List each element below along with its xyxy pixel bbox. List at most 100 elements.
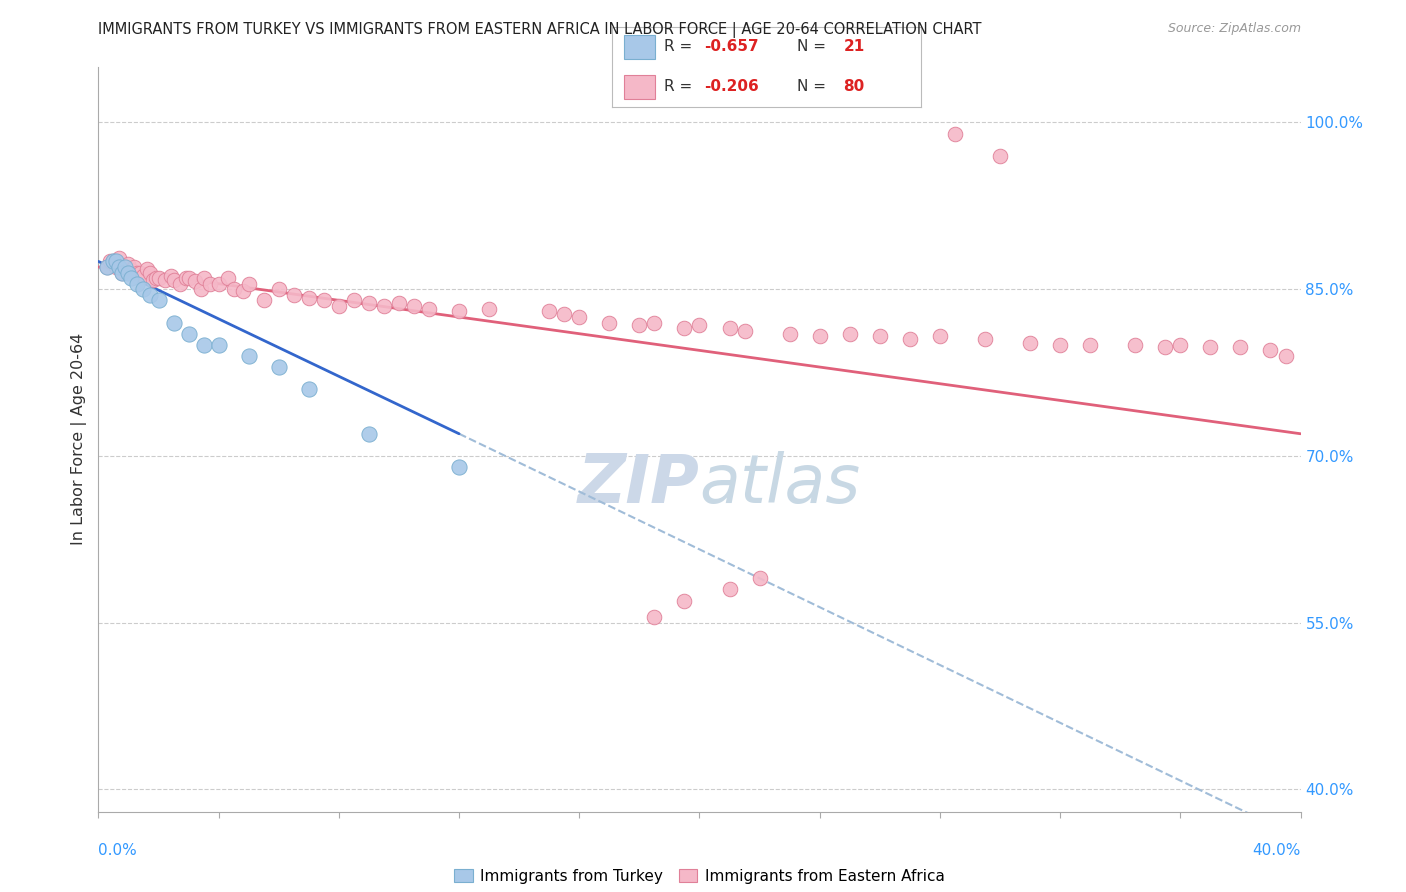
Point: [217, 271, 239, 285]
Point: [124, 260, 146, 274]
Point: [974, 332, 997, 346]
Point: [100, 254, 122, 268]
Point: [193, 271, 215, 285]
FancyBboxPatch shape: [624, 35, 655, 59]
Point: [153, 273, 176, 287]
Point: [1019, 335, 1042, 350]
Point: [1229, 340, 1251, 354]
Point: [1274, 349, 1296, 363]
Text: IMMIGRANTS FROM TURKEY VS IMMIGRANTS FROM EASTERN AFRICA IN LABOR FORCE | AGE 20: IMMIGRANTS FROM TURKEY VS IMMIGRANTS FRO…: [98, 22, 981, 38]
Point: [145, 271, 167, 285]
Point: [673, 593, 696, 607]
Text: R =: R =: [664, 78, 697, 94]
Point: [103, 254, 125, 268]
Point: [1123, 338, 1146, 352]
Point: [779, 326, 801, 341]
Point: [478, 302, 501, 317]
Point: [388, 295, 411, 310]
Text: -0.657: -0.657: [704, 39, 759, 54]
Point: [869, 329, 891, 343]
Point: [193, 338, 215, 352]
Text: atlas: atlas: [700, 451, 860, 517]
Point: [129, 266, 152, 280]
Point: [132, 282, 155, 296]
Point: [357, 426, 380, 441]
Point: [598, 316, 620, 330]
Point: [232, 285, 254, 299]
Point: [138, 266, 160, 280]
Point: [162, 316, 184, 330]
Point: [1049, 338, 1071, 352]
Point: [673, 321, 696, 335]
Point: [132, 268, 155, 283]
Point: [96, 260, 118, 274]
Point: [298, 382, 321, 396]
Point: [114, 260, 136, 274]
Point: [253, 293, 276, 308]
Point: [718, 582, 741, 597]
Point: [689, 318, 711, 332]
Point: [1154, 340, 1177, 354]
Point: [183, 275, 205, 289]
Point: [628, 318, 651, 332]
Point: [1170, 338, 1192, 352]
Point: [328, 299, 350, 313]
Point: [568, 310, 591, 324]
Point: [121, 271, 143, 285]
Point: [643, 316, 665, 330]
Point: [111, 266, 134, 280]
Point: [117, 257, 139, 271]
Point: [127, 266, 149, 280]
Point: [138, 287, 160, 301]
Text: Source: ZipAtlas.com: Source: ZipAtlas.com: [1167, 22, 1301, 36]
Point: [135, 262, 157, 277]
Text: R =: R =: [664, 39, 697, 54]
Point: [748, 571, 770, 585]
Point: [447, 304, 470, 318]
Point: [718, 321, 741, 335]
Point: [177, 326, 200, 341]
Point: [105, 254, 128, 268]
Point: [108, 251, 131, 265]
Point: [838, 326, 860, 341]
Point: [929, 329, 952, 343]
Point: [734, 325, 756, 339]
Y-axis label: In Labor Force | Age 20-64: In Labor Force | Age 20-64: [72, 334, 87, 545]
Point: [127, 277, 149, 291]
Point: [898, 332, 921, 346]
Point: [943, 127, 966, 141]
Point: [121, 263, 143, 277]
Point: [159, 268, 181, 283]
FancyBboxPatch shape: [624, 75, 655, 99]
Text: 40.0%: 40.0%: [1253, 843, 1301, 858]
Point: [111, 266, 134, 280]
Point: [169, 277, 191, 291]
Point: [238, 277, 260, 291]
Point: [808, 329, 831, 343]
Point: [343, 293, 366, 308]
Point: [1260, 343, 1282, 358]
Point: [553, 307, 575, 321]
Point: [312, 293, 335, 308]
Point: [177, 271, 200, 285]
Point: [418, 302, 440, 317]
Point: [298, 291, 321, 305]
Point: [108, 260, 131, 274]
Point: [208, 277, 231, 291]
Point: [357, 295, 380, 310]
Point: [198, 277, 221, 291]
Point: [373, 299, 395, 313]
Point: [238, 349, 260, 363]
Point: [208, 338, 231, 352]
Point: [148, 293, 170, 308]
Point: [538, 304, 561, 318]
Point: [267, 282, 290, 296]
Point: [148, 271, 170, 285]
Text: 0.0%: 0.0%: [98, 843, 138, 858]
Text: N =: N =: [797, 39, 831, 54]
Point: [643, 610, 665, 624]
Point: [447, 460, 470, 475]
Point: [988, 149, 1011, 163]
Point: [103, 254, 125, 268]
Point: [267, 359, 290, 374]
